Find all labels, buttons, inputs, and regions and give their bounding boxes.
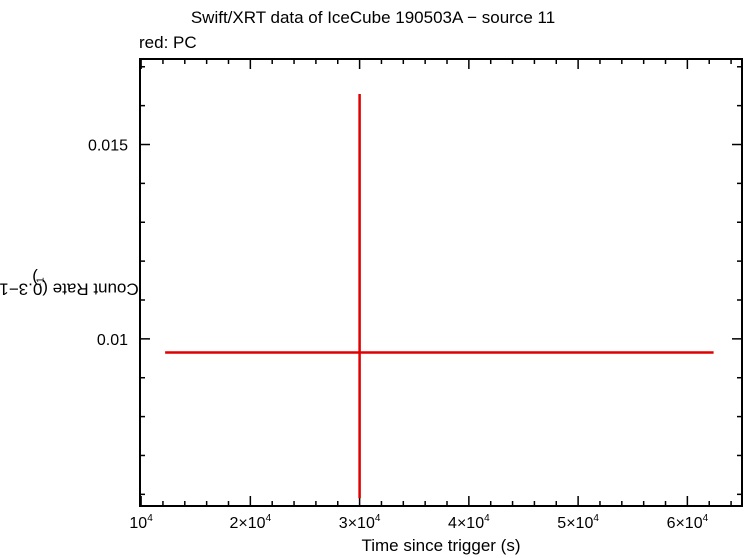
x-tick-label: 2×104 xyxy=(230,513,272,532)
plot-frame xyxy=(139,58,743,507)
chart-subtitle: red: PC xyxy=(139,33,197,52)
x-tick-label: 5×104 xyxy=(557,513,599,532)
x-tick-label: 104 xyxy=(129,513,153,532)
y-axis-label-end: ) xyxy=(32,268,38,288)
y-axis-label-main: Count Rate (0.3−10 keV) (s xyxy=(0,279,139,299)
x-tick-label: 4×104 xyxy=(448,513,490,532)
x-tick-label: 6×104 xyxy=(667,513,709,532)
x-tick-label: 3×104 xyxy=(339,513,381,532)
y-tick-label: 0.01 xyxy=(97,332,128,349)
y-tick-label: 0.015 xyxy=(88,138,128,155)
x-axis-label: Time since trigger (s) xyxy=(361,536,521,555)
chart-title: Swift/XRT data of IceCube 190503A − sour… xyxy=(190,8,556,27)
